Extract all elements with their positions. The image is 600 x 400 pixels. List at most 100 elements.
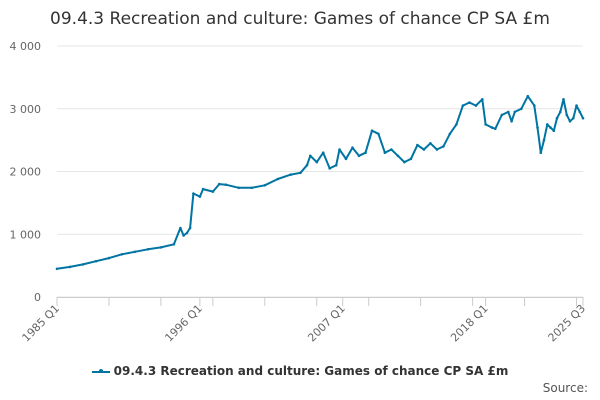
data-point [526, 94, 530, 98]
data-point [559, 110, 562, 114]
data-point [546, 123, 549, 126]
data-point [334, 163, 338, 167]
axes: 0 1 000 2 000 3 000 4 000 1985 Q1 1996 Q1 2007 … [10, 40, 589, 344]
x-tick-label: 1996 Q1 [162, 302, 205, 345]
data-point [513, 110, 517, 114]
data-point [481, 98, 484, 101]
data-point [575, 104, 578, 107]
data-point [159, 246, 163, 249]
x-tick-label: 1985 Q1 [20, 302, 63, 345]
data-point [179, 226, 182, 230]
gridlines [57, 45, 583, 298]
data-point [581, 116, 585, 120]
data-point [455, 123, 458, 126]
y-tick-label: 4 000 [10, 40, 42, 53]
data-point [377, 132, 380, 136]
chart-title: 09.4.3 Recreation and culture: Games of … [50, 9, 550, 29]
x-tick-label: 2025 Q3 [546, 302, 589, 345]
legend[interactable]: 09.4.3 Recreation and culture: Games of … [0, 364, 600, 378]
data-point [315, 160, 319, 164]
data-point [364, 151, 367, 154]
data-point [172, 243, 176, 246]
x-tick-label: 2018 Q1 [448, 302, 491, 345]
data-point [539, 151, 543, 154]
data-point [351, 146, 354, 149]
x-tick-label: 2007 Q1 [305, 302, 348, 345]
data-point [120, 253, 124, 256]
data-point [344, 157, 348, 161]
data-point [565, 113, 569, 117]
data-point [572, 116, 575, 120]
data-point [396, 154, 400, 158]
legend-line-swatch [91, 368, 110, 373]
data-point [578, 110, 582, 114]
data-point [192, 192, 195, 195]
series-layer [55, 94, 585, 271]
data-point [536, 126, 539, 129]
data-point [276, 177, 280, 181]
data-point [409, 157, 413, 161]
data-point [94, 259, 98, 263]
data-point [507, 110, 510, 114]
data-point [188, 226, 192, 230]
data-point [81, 263, 85, 266]
data-point [370, 129, 374, 132]
y-tick-label: 3 000 [10, 103, 42, 116]
data-point [146, 248, 150, 251]
data-point [461, 104, 465, 107]
y-tick-label: 0 [34, 291, 41, 304]
data-point [218, 182, 221, 186]
data-point [309, 154, 312, 158]
data-point [542, 138, 546, 142]
data-point [533, 104, 536, 107]
data-point [510, 120, 513, 123]
data-point [500, 113, 504, 117]
data-point [328, 167, 332, 170]
data-point [555, 116, 559, 120]
data-point [403, 160, 406, 164]
data-point [494, 127, 497, 131]
data-point [520, 107, 523, 111]
data-point [68, 265, 72, 269]
data-point [435, 148, 439, 151]
data-point [198, 195, 202, 198]
legend-label: 09.4.3 Recreation and culture: Games of … [113, 364, 509, 378]
data-point [568, 120, 572, 123]
data-point [442, 145, 445, 148]
data-point [416, 143, 419, 147]
legend-marker-icon [98, 368, 103, 373]
source-label: Source: [542, 381, 588, 395]
data-point [383, 151, 387, 154]
data-point [562, 98, 565, 101]
y-tick-label: 2 000 [10, 166, 42, 179]
data-point [357, 154, 361, 158]
data-point [429, 142, 432, 145]
data-point [224, 183, 228, 186]
data-point [107, 256, 111, 260]
data-point [490, 126, 494, 129]
data-point [474, 104, 478, 107]
data-point [133, 250, 137, 254]
y-tick-label: 1 000 [10, 228, 42, 241]
data-point [211, 190, 215, 193]
data-point [338, 148, 341, 151]
data-point [185, 231, 189, 235]
data-point [250, 186, 254, 190]
data-point [182, 234, 185, 237]
data-point [55, 267, 59, 271]
data-point [263, 184, 267, 187]
data-point [299, 171, 302, 175]
series-line [56, 95, 584, 270]
data-point [448, 132, 452, 136]
data-point [422, 148, 426, 151]
data-point [484, 123, 487, 126]
data-point [305, 163, 309, 167]
data-point [289, 173, 293, 176]
data-point [237, 186, 241, 190]
data-point [549, 126, 552, 129]
data-point [390, 148, 393, 151]
data-point [201, 187, 205, 191]
data-point [321, 151, 325, 154]
data-point [468, 101, 471, 104]
